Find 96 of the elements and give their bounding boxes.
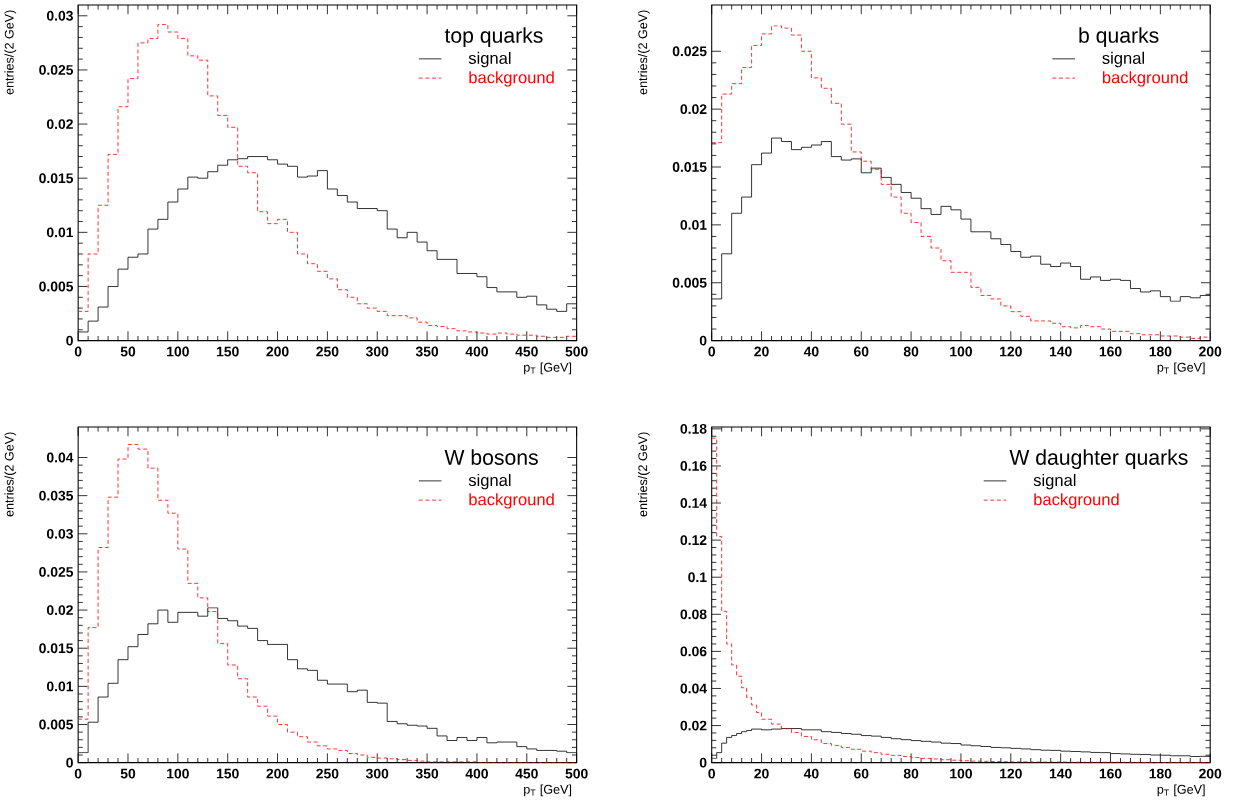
x-tick-label: 60 (854, 346, 869, 357)
y-tick-label: 0.035 (39, 490, 74, 501)
y-tick-label: 0.005 (672, 277, 707, 288)
y-tick-label: 0.025 (39, 566, 74, 577)
y-axis-title: entries/(2 GeV) (637, 432, 650, 517)
x-tick-label: 100 (167, 768, 189, 779)
x-tick-label: 50 (120, 768, 136, 779)
y-tick-label: 0.14 (680, 497, 707, 508)
x-tick-label: 0 (708, 768, 715, 779)
legend-label: signal (1033, 473, 1076, 490)
y-tick-label: 0 (699, 757, 707, 768)
y-tick-label: 0.03 (46, 528, 73, 539)
y-tick-label: 0.025 (672, 46, 707, 57)
y-tick-label: 0.025 (39, 64, 74, 75)
legend-label: background (1102, 70, 1188, 87)
x-tick-label: 250 (316, 346, 339, 357)
x-tick-label: 350 (415, 346, 439, 357)
x-axis-title: p$_{T}$ [GeV] (1157, 362, 1205, 375)
x-tick-label: 80 (903, 768, 919, 779)
x-tick-label: 200 (1199, 346, 1222, 357)
x-tick-label: 160 (1099, 346, 1122, 357)
x-tick-label: 0 (708, 346, 715, 357)
y-tick-label: 0 (66, 335, 73, 346)
y-tick-label: 0.02 (680, 720, 707, 731)
x-tick-label: 200 (1199, 768, 1222, 779)
legend-label: background (1034, 493, 1119, 509)
x-tick-label: 150 (216, 346, 239, 357)
legend-title: b quarks (1079, 27, 1159, 47)
x-tick-label: 20 (754, 768, 769, 779)
x-tick-label: 350 (415, 768, 439, 779)
legend-label: signal (468, 51, 511, 68)
legend-label: background (469, 70, 554, 87)
x-tick-label: 50 (120, 346, 136, 357)
x-tick-label: 120 (1000, 768, 1022, 779)
x-tick-label: 60 (854, 768, 869, 779)
x-tick-label: 500 (565, 346, 588, 357)
y-tick-label: 0.18 (680, 423, 707, 434)
x-axis-title: p$_{T}$ [GeV] (524, 784, 572, 797)
x-tick-label: 100 (950, 346, 972, 357)
x-tick-label: 140 (1049, 346, 1072, 357)
x-tick-label: 160 (1099, 768, 1122, 779)
y-tick-label: 0.12 (680, 535, 707, 545)
x-tick-label: 300 (365, 346, 389, 357)
legend-title: W daughter quarks (1009, 449, 1188, 469)
x-tick-label: 100 (167, 346, 189, 357)
y-axis-title: entries/(2 GeV) (4, 432, 17, 517)
x-tick-label: 40 (803, 346, 819, 357)
x-tick-label: 120 (1000, 346, 1022, 357)
x-tick-label: 20 (754, 346, 769, 357)
y-tick-label: 0.04 (46, 452, 74, 463)
x-tick-label: 400 (465, 768, 488, 779)
y-tick-label: 0.01 (46, 227, 74, 238)
y-tick-label: 0.02 (680, 104, 707, 114)
x-tick-label: 0 (74, 768, 82, 779)
y-tick-label: 0.03 (46, 10, 73, 21)
x-tick-label: 150 (216, 768, 239, 779)
y-tick-label: 0.015 (39, 643, 74, 653)
y-tick-label: 0.01 (680, 219, 707, 230)
y-tick-label: 0 (66, 757, 73, 768)
x-tick-label: 250 (316, 768, 339, 779)
x-tick-label: 180 (1149, 768, 1172, 779)
x-axis-title: p$_{T}$ [GeV] (1157, 784, 1205, 797)
x-tick-label: 300 (365, 768, 389, 779)
legend-title: top quarks (444, 27, 543, 47)
x-tick-label: 450 (515, 346, 538, 357)
legend-label: signal (1102, 51, 1144, 68)
x-tick-label: 500 (565, 768, 588, 779)
y-tick-label: 0.02 (46, 118, 73, 129)
y-axis-title: entries/(2 GeV) (637, 10, 650, 95)
x-tick-label: 100 (950, 768, 972, 779)
legend-label: signal (468, 473, 511, 490)
x-tick-label: 200 (266, 346, 289, 357)
y-tick-label: 0.005 (39, 281, 74, 292)
legend-title: W bosons (444, 449, 538, 465)
y-tick-label: 0.02 (46, 605, 73, 615)
legend-label: background (469, 493, 554, 509)
y-tick-label: 0.04 (680, 683, 707, 694)
x-tick-label: 80 (903, 346, 919, 357)
x-tick-label: 450 (515, 768, 538, 779)
x-tick-label: 200 (266, 768, 289, 779)
x-tick-label: 0 (74, 346, 82, 357)
y-tick-label: 0.1 (688, 572, 707, 582)
y-tick-label: 0.015 (672, 161, 707, 172)
y-tick-label: 0.06 (680, 646, 707, 657)
y-axis-title: entries/(2 GeV) (4, 10, 17, 95)
x-tick-label: 40 (803, 768, 819, 779)
y-tick-label: 0.01 (46, 681, 74, 692)
y-tick-label: 0.015 (39, 173, 74, 183)
y-tick-label: 0.005 (39, 719, 74, 730)
x-axis-title: p$_{T}$ [GeV] (524, 362, 572, 375)
y-tick-label: 0.16 (680, 460, 707, 471)
x-tick-label: 400 (465, 346, 488, 357)
x-tick-label: 180 (1149, 346, 1172, 357)
y-tick-label: 0.08 (680, 609, 707, 620)
y-tick-label: 0 (699, 335, 707, 346)
x-tick-label: 140 (1049, 768, 1072, 779)
